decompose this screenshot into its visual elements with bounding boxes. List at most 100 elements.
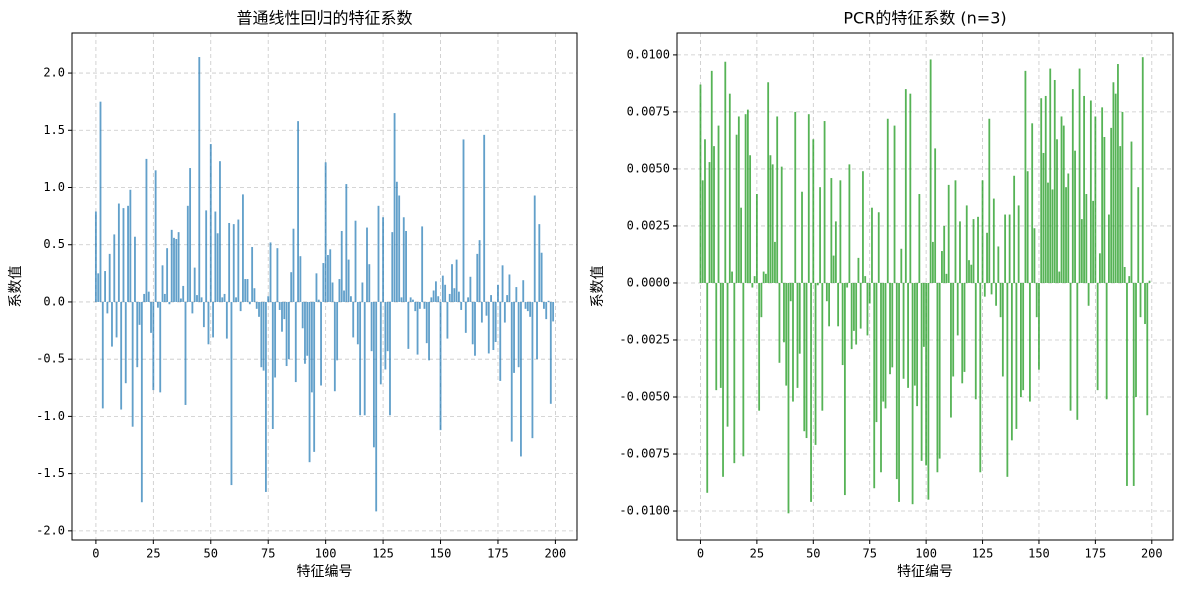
bar <box>310 301 313 393</box>
bar <box>898 282 900 502</box>
bar <box>235 297 237 302</box>
bar <box>868 282 871 304</box>
bar <box>828 282 830 327</box>
bar <box>1047 182 1049 283</box>
bar <box>147 291 150 302</box>
bar <box>805 282 808 439</box>
bar <box>159 301 162 393</box>
bar <box>1089 100 1092 283</box>
bar <box>816 282 819 286</box>
bar <box>1087 282 1090 306</box>
bar <box>841 282 844 366</box>
y-tick-label: 0.0100 <box>627 47 670 61</box>
bar <box>884 282 887 409</box>
bar <box>900 248 903 283</box>
bar <box>1031 123 1034 283</box>
bar <box>995 282 997 306</box>
bar <box>522 280 525 302</box>
bar <box>909 93 912 283</box>
bar <box>283 301 286 320</box>
bar <box>501 265 504 302</box>
bar <box>359 301 362 416</box>
bar <box>246 279 249 302</box>
bar <box>104 271 107 302</box>
x-tick-label: 200 <box>545 547 567 561</box>
bar <box>258 301 260 317</box>
bar <box>529 301 532 317</box>
bar <box>184 301 187 405</box>
bar <box>343 290 345 302</box>
bar <box>542 301 545 309</box>
bar <box>508 274 511 302</box>
bar <box>902 282 905 379</box>
bar <box>862 171 864 283</box>
bar <box>733 282 736 464</box>
y-tick-label: -0.0100 <box>619 504 670 518</box>
y-tick-label: -0.0025 <box>619 332 670 346</box>
bar <box>361 282 364 302</box>
bar <box>706 282 709 493</box>
bar <box>753 276 756 283</box>
bar <box>1092 200 1095 283</box>
bar <box>1029 282 1031 402</box>
bar <box>448 293 451 302</box>
bar <box>997 246 1000 283</box>
bar <box>379 301 382 385</box>
bar <box>755 194 758 283</box>
bar <box>239 301 242 312</box>
bar <box>979 282 982 473</box>
y-tick-label: -0.0050 <box>619 390 670 404</box>
bar <box>785 282 788 386</box>
bar <box>205 210 208 302</box>
x-tick-label: 150 <box>1028 547 1050 561</box>
bar <box>405 230 407 302</box>
bar <box>895 282 898 480</box>
bar <box>877 212 880 283</box>
bar <box>435 281 437 302</box>
bar <box>409 297 412 302</box>
bar <box>1101 107 1104 283</box>
bar <box>927 282 930 500</box>
bar <box>264 301 267 492</box>
bar <box>244 279 247 302</box>
bar <box>152 301 155 391</box>
bar <box>455 259 458 302</box>
bar <box>347 259 350 302</box>
bar <box>981 180 984 283</box>
bar <box>432 290 435 302</box>
bar <box>952 282 955 377</box>
bar <box>959 221 961 283</box>
bar <box>462 139 465 302</box>
bar <box>990 282 993 295</box>
bar <box>425 301 428 344</box>
x-tick-label: 150 <box>430 547 452 561</box>
chart-title: PCR的特征系数 (n=3) <box>843 9 1006 28</box>
bar <box>338 279 341 302</box>
bar <box>1044 95 1047 283</box>
bar <box>467 297 470 302</box>
bar <box>545 301 548 320</box>
bar <box>281 301 283 332</box>
bar <box>549 301 552 404</box>
bar <box>1074 150 1076 283</box>
bar <box>821 282 824 411</box>
bar <box>161 265 164 302</box>
bar <box>751 282 754 288</box>
bar <box>285 301 288 367</box>
bar <box>111 301 113 347</box>
bar <box>120 301 123 410</box>
bar <box>315 273 318 302</box>
bar <box>391 232 394 302</box>
bar <box>832 255 835 283</box>
bar <box>506 295 509 302</box>
bar <box>776 116 779 283</box>
bar <box>324 162 327 302</box>
x-axis-label: 特征编号 <box>897 564 953 580</box>
bar <box>129 189 132 302</box>
bar <box>1017 205 1020 283</box>
x-tick-label: 25 <box>146 547 160 561</box>
bar <box>547 300 550 302</box>
bar <box>350 296 352 302</box>
bar <box>219 161 221 302</box>
bar <box>724 61 727 283</box>
